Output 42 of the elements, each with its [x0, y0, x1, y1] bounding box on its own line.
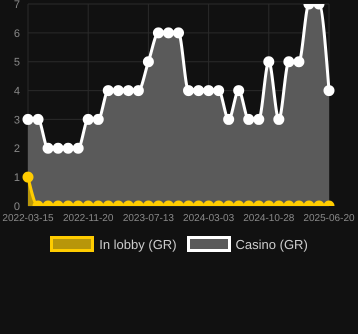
- point: [293, 56, 304, 68]
- point: [324, 85, 334, 96]
- x-tick-label: 2022-11-20: [62, 213, 114, 224]
- x-tick-label: 2024-10-28: [243, 213, 295, 224]
- y-tick-label: 7: [14, 0, 20, 11]
- point: [142, 56, 154, 68]
- point: [263, 56, 274, 68]
- point: [203, 85, 214, 96]
- point: [132, 85, 144, 96]
- y-tick-label: 1: [14, 172, 20, 184]
- y-tick-label: 0: [14, 200, 20, 213]
- point: [52, 142, 64, 154]
- point: [183, 85, 194, 96]
- y-tick-label: 2: [14, 143, 20, 156]
- y-tick-label: 3: [14, 114, 20, 126]
- legend-label: In lobby (GR): [99, 236, 177, 252]
- legend-label: Casino (GR): [236, 236, 308, 252]
- point: [72, 142, 84, 154]
- point: [32, 114, 44, 125]
- point: [62, 142, 74, 154]
- point: [112, 85, 124, 96]
- point: [233, 85, 244, 96]
- point: [22, 114, 34, 125]
- point: [253, 114, 264, 125]
- point: [223, 114, 234, 125]
- point: [82, 114, 94, 125]
- x-tick-label: 2022-03-15: [2, 213, 54, 224]
- y-tick-label: 6: [14, 28, 20, 40]
- y-tick-label: 5: [14, 56, 20, 69]
- x-tick-label: 2023-07-13: [122, 213, 174, 224]
- point: [42, 142, 54, 154]
- y-tick-label: 4: [14, 85, 20, 98]
- point: [122, 85, 134, 96]
- point: [283, 56, 294, 68]
- x-tick-label: 2025-06-20: [303, 213, 356, 224]
- point: [92, 114, 104, 125]
- point: [273, 114, 284, 125]
- point: [243, 114, 254, 125]
- point: [193, 85, 204, 96]
- point: [213, 85, 224, 96]
- point: [102, 85, 114, 96]
- x-tick-label: 2024-03-03: [183, 213, 235, 224]
